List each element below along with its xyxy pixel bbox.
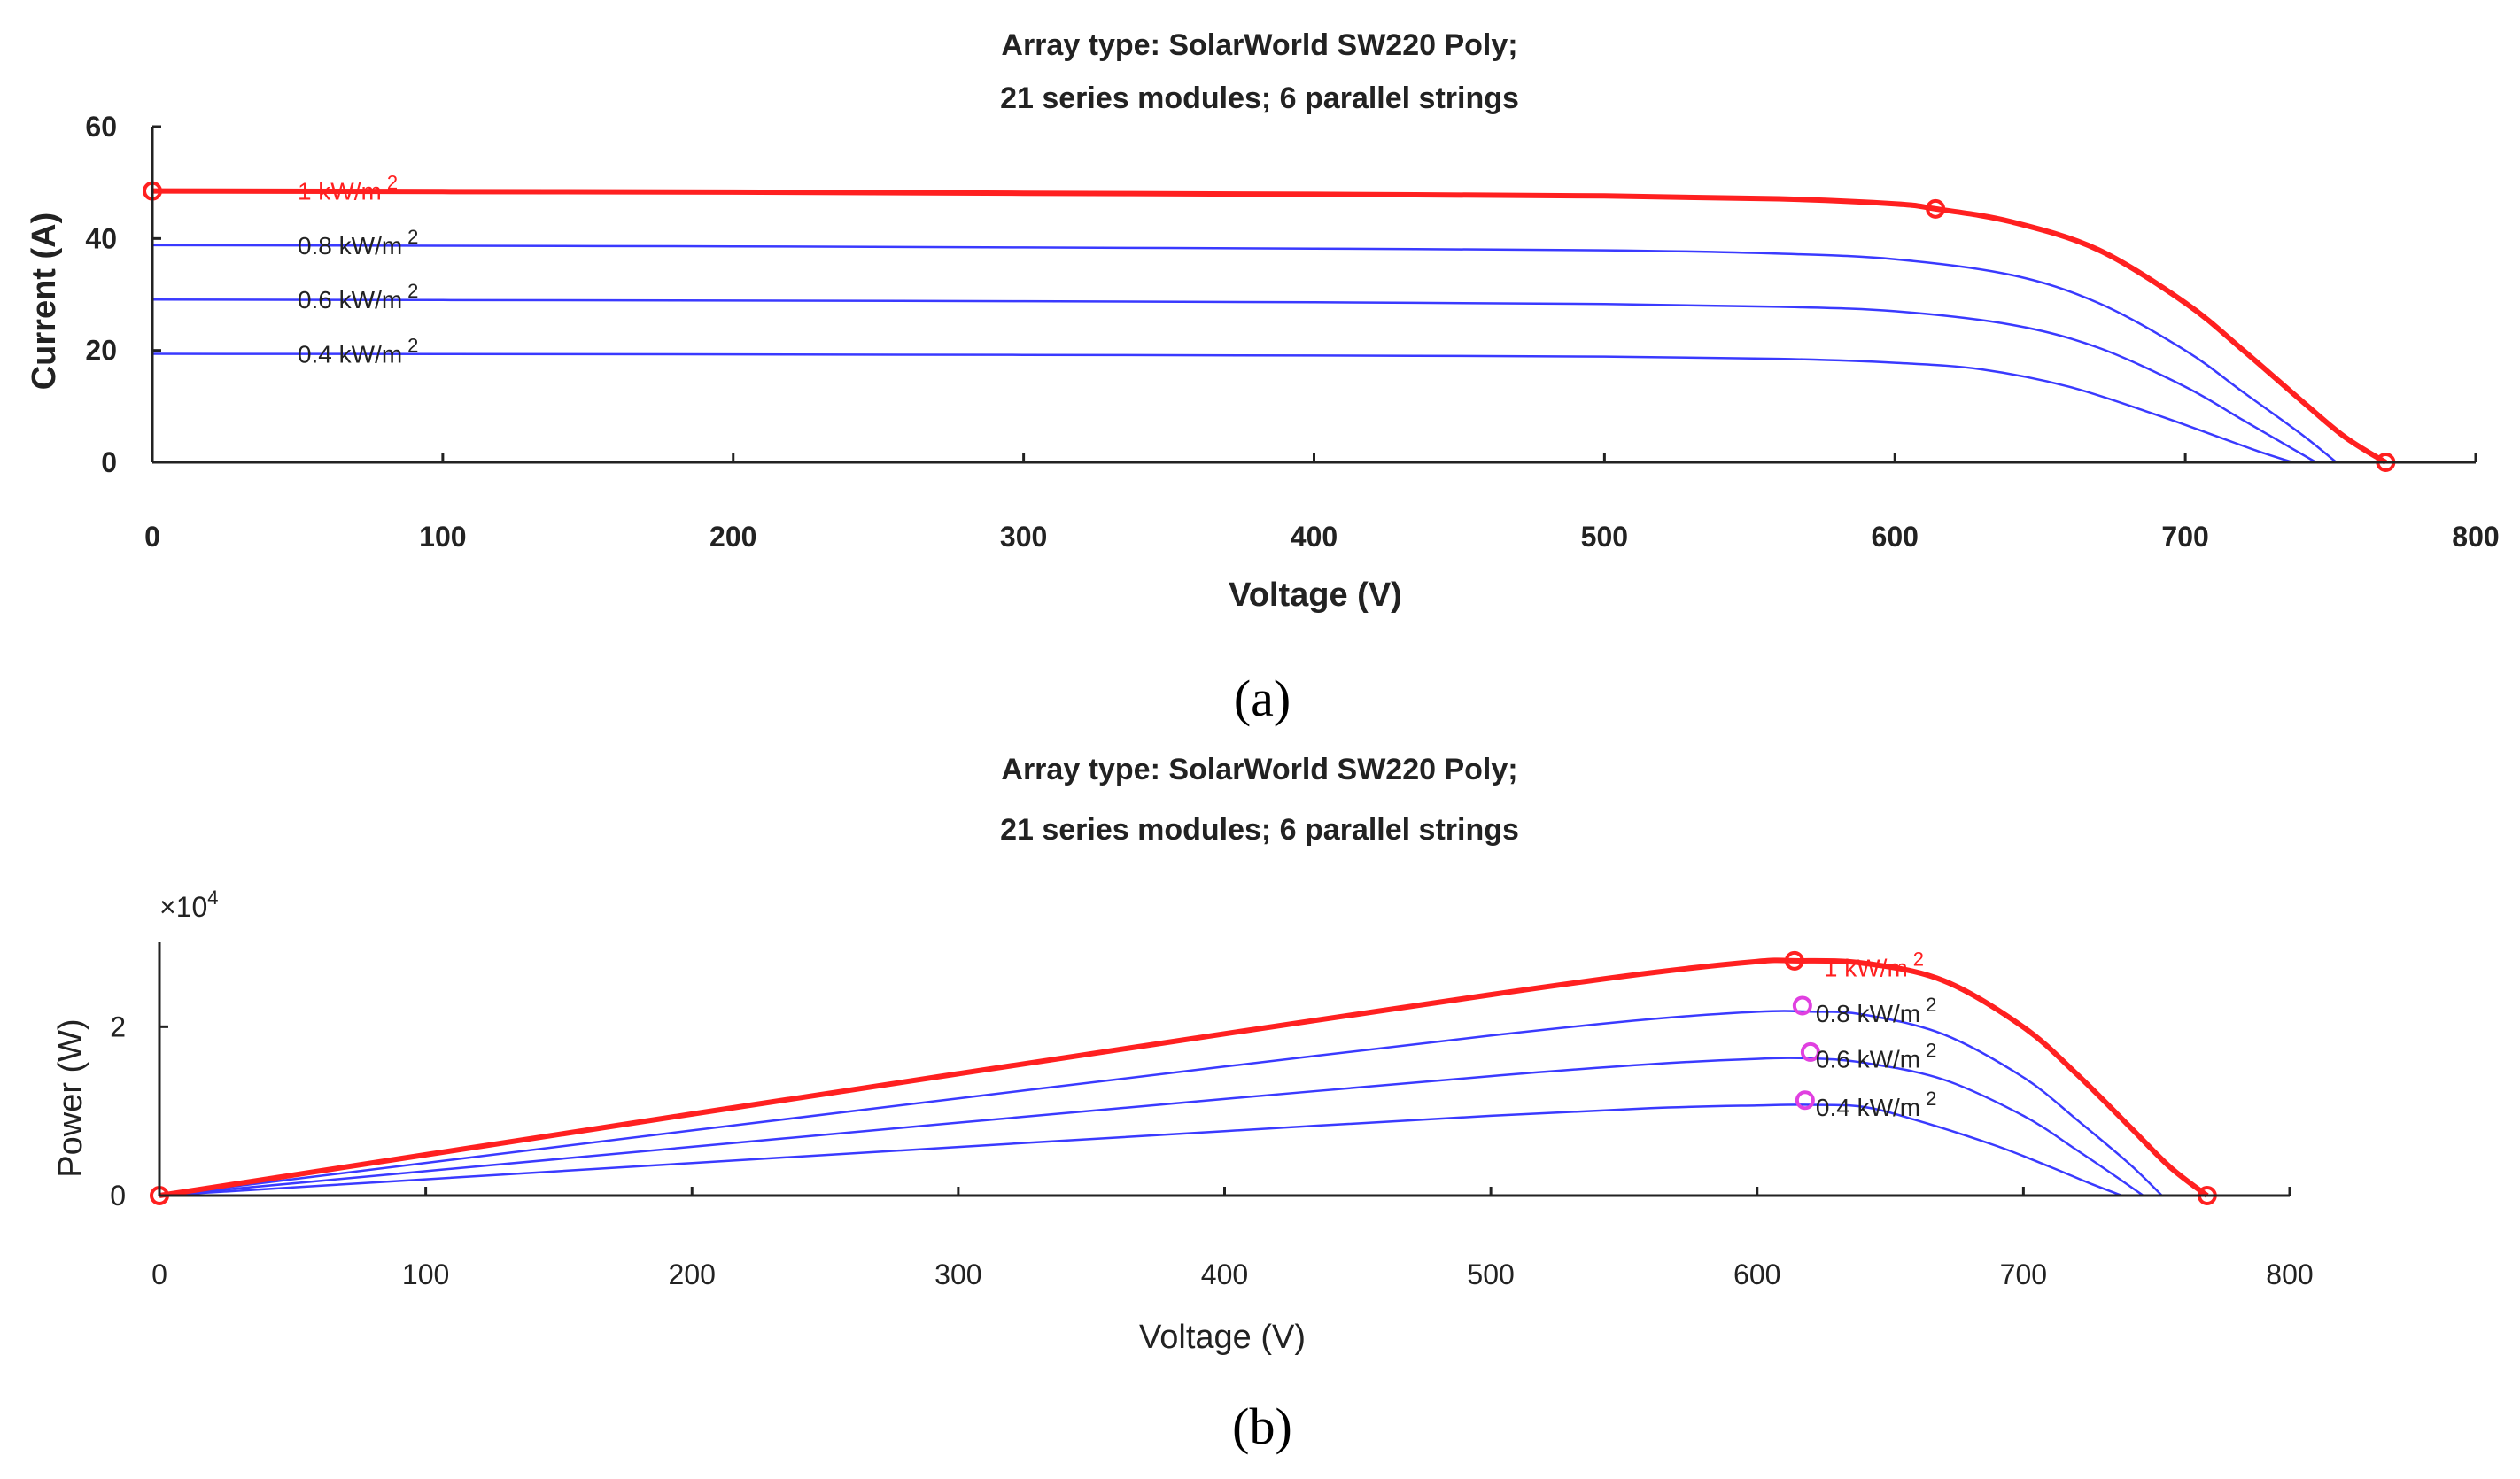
chart-a-curve-label: 1 kW/m 2 bbox=[298, 172, 398, 205]
chart-b-point-marker bbox=[1784, 950, 1804, 971]
chart-b-curve-label-text: 0.4 kW/m bbox=[1816, 1094, 1920, 1121]
chart-b-curve-label-sup: 2 bbox=[1926, 994, 1936, 1016]
chart-a-point-marker bbox=[1926, 198, 1946, 219]
chart-a-curve-label-text: 0.6 kW/m bbox=[298, 286, 402, 314]
chart-b-curve-label-sup: 2 bbox=[1913, 949, 1924, 971]
chart-a-x-tick-label: 600 bbox=[1872, 521, 1919, 553]
chart-b-multiplier-exp: 4 bbox=[207, 887, 218, 909]
chart-b-series-line bbox=[159, 1057, 2144, 1197]
chart-b-x-tick-label: 100 bbox=[402, 1258, 449, 1290]
pv-chart: Array type: SolarWorld SW220 Poly; 21 se… bbox=[52, 753, 2314, 1455]
chart-a-title-line-1: Array type: SolarWorld SW220 Poly; bbox=[1001, 28, 1517, 62]
chart-b-curve-label: 0.8 kW/m 2 bbox=[1816, 994, 1936, 1027]
chart-a-series-line bbox=[151, 188, 2387, 465]
chart-b-curve-label-sup: 2 bbox=[1926, 1040, 1936, 1062]
chart-a-y-tick-label: 40 bbox=[85, 222, 117, 254]
chart-a-curve-label-sup: 2 bbox=[407, 280, 418, 302]
chart-b-curve-label-text: 0.8 kW/m bbox=[1816, 1000, 1920, 1027]
chart-b-curve-label-text: 0.6 kW/m bbox=[1816, 1046, 1920, 1073]
chart-b-title-line-1: Array type: SolarWorld SW220 Poly; bbox=[1001, 753, 1517, 786]
chart-a-curve-label-sup: 2 bbox=[407, 226, 418, 248]
chart-a-y-tick-label: 20 bbox=[85, 335, 117, 367]
chart-b-x-axis-label: Voltage (V) bbox=[1139, 1319, 1306, 1356]
chart-b-point-marker bbox=[1792, 995, 1812, 1016]
chart-a-curve-label: 0.6 kW/m 2 bbox=[298, 280, 418, 314]
chart-b-x-tick-label: 800 bbox=[2266, 1258, 2313, 1290]
chart-a-title-line-2: 21 series modules; 6 parallel strings bbox=[1000, 81, 1519, 115]
chart-a-x-tick-label: 500 bbox=[1581, 521, 1628, 553]
chart-a-x-tick-label: 100 bbox=[419, 521, 466, 553]
chart-b-x-tick-label: 0 bbox=[151, 1258, 167, 1290]
chart-b-series-line bbox=[159, 1010, 2163, 1197]
chart-b-multiplier: ×104 bbox=[159, 887, 219, 923]
chart-a-series-line bbox=[151, 244, 2338, 463]
chart-b-point-marker bbox=[1795, 1090, 1815, 1111]
chart-b-title-line-2: 21 series modules; 6 parallel strings bbox=[1000, 813, 1519, 847]
chart-a-curve-label-text: 0.4 kW/m bbox=[298, 340, 402, 368]
chart-b-y-tick-label: 2 bbox=[110, 1011, 126, 1042]
chart-a-curve-label-text: 1 kW/m bbox=[298, 178, 382, 205]
chart-b-x-tick-label: 600 bbox=[1733, 1258, 1780, 1290]
chart-a-curve-label: 0.4 kW/m 2 bbox=[298, 334, 418, 368]
panel-label-b: (b) bbox=[1232, 1398, 1292, 1455]
chart-b-x-tick-label: 400 bbox=[1201, 1258, 1248, 1290]
chart-a-curve-label-sup: 2 bbox=[387, 172, 398, 194]
panel-label-a: (a) bbox=[1234, 670, 1291, 727]
chart-a-x-tick-label: 300 bbox=[1000, 521, 1047, 553]
chart-b-point-marker bbox=[1800, 1041, 1820, 1062]
chart-b-x-tick-label: 300 bbox=[934, 1258, 981, 1290]
chart-a-y-axis-label: Current (A) bbox=[26, 213, 63, 391]
chart-b-y-tick-label: 0 bbox=[110, 1180, 126, 1212]
chart-b-curve-label: 1 kW/m 2 bbox=[1824, 949, 1924, 982]
chart-a-curve-label-text: 0.8 kW/m bbox=[298, 232, 402, 259]
chart-a-x-tick-label: 700 bbox=[2161, 521, 2208, 553]
chart-a-y-tick-label: 0 bbox=[101, 446, 117, 478]
chart-a-x-tick-label: 800 bbox=[2452, 521, 2499, 553]
chart-b-x-tick-label: 700 bbox=[2000, 1258, 2047, 1290]
chart-b-curve-label-text: 1 kW/m bbox=[1824, 955, 1908, 982]
chart-b-curve-label-sup: 2 bbox=[1926, 1088, 1936, 1110]
chart-b-y-axis-label: Power (W) bbox=[52, 1018, 89, 1177]
chart-a-curve-label-sup: 2 bbox=[407, 334, 418, 356]
chart-b-series-line bbox=[159, 1103, 2123, 1197]
chart-b-series-line bbox=[159, 957, 2209, 1198]
chart-a-x-tick-label: 0 bbox=[144, 521, 160, 553]
chart-b-curve-label: 0.6 kW/m 2 bbox=[1816, 1040, 1936, 1073]
chart-a-series-line bbox=[151, 352, 2293, 464]
chart-a-y-tick-label: 60 bbox=[85, 111, 117, 143]
chart-a-x-tick-label: 200 bbox=[709, 521, 756, 553]
iv-chart: Array type: SolarWorld SW220 Poly; 21 se… bbox=[26, 28, 2500, 727]
chart-a-x-tick-label: 400 bbox=[1291, 521, 1338, 553]
chart-a-x-axis-label: Voltage (V) bbox=[1229, 577, 1402, 614]
chart-b-x-tick-label: 200 bbox=[669, 1258, 716, 1290]
chart-a-series-line bbox=[151, 298, 2317, 464]
chart-a-curve-label: 0.8 kW/m 2 bbox=[298, 226, 418, 259]
chart-b-curve-label: 0.4 kW/m 2 bbox=[1816, 1088, 1936, 1121]
chart-b-x-tick-label: 500 bbox=[1467, 1258, 1514, 1290]
chart-b-multiplier-base: ×10 bbox=[159, 891, 207, 923]
